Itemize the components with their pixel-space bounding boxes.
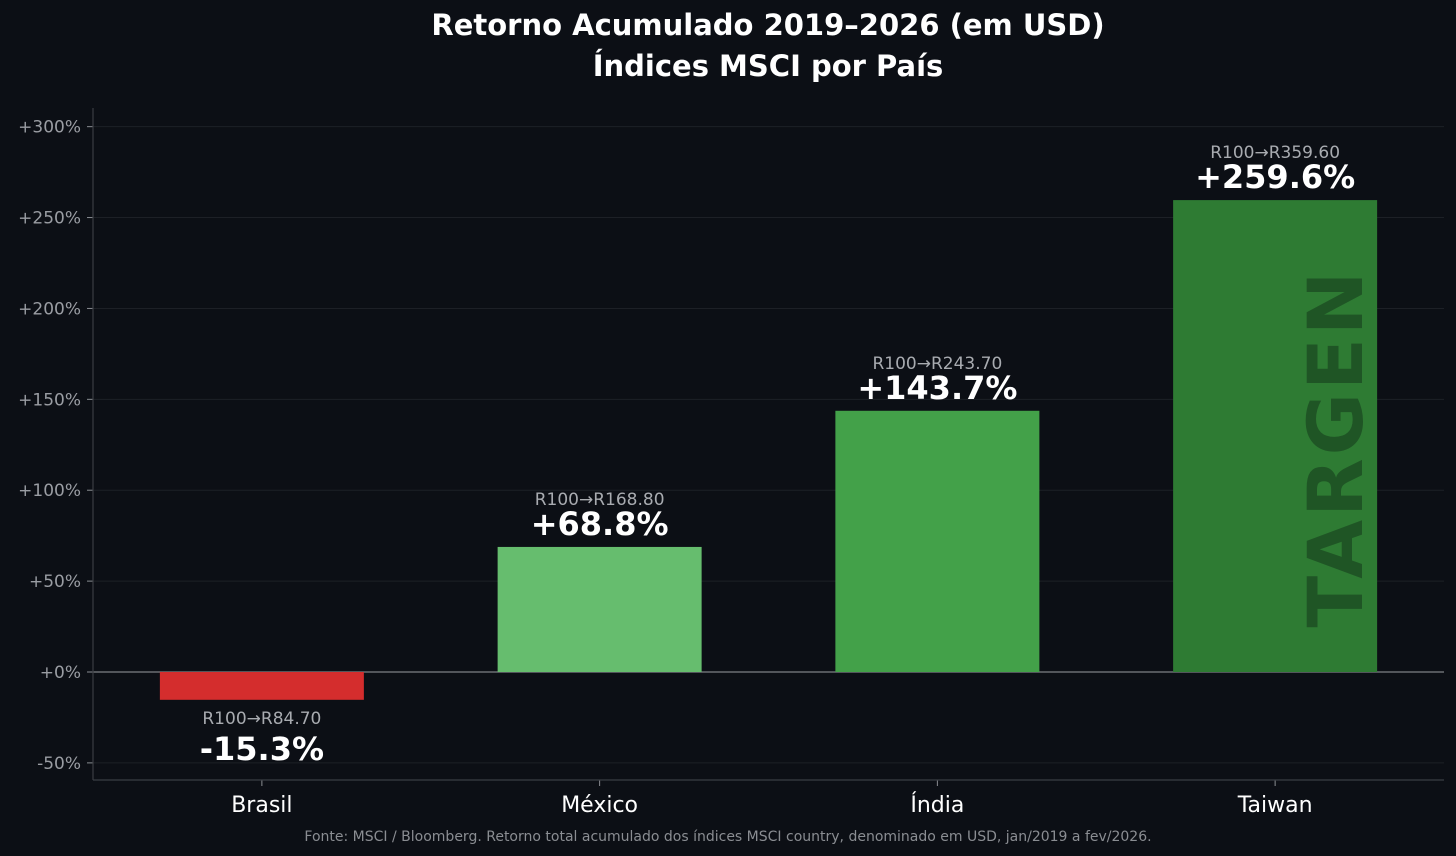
x-axis: Brasil México Índia Taiwan <box>231 780 1313 818</box>
bars: TARGEN <box>159 200 1380 700</box>
bar-sub-label: R100→R84.70 <box>202 709 321 729</box>
bar-value-label: +68.8% <box>531 505 669 543</box>
bar-value-label: +259.6% <box>1195 158 1355 196</box>
chart-subtitle: Índices MSCI por País <box>593 49 944 83</box>
y-axis: -50% +0% +50% +100% +150% +200% +250% +300% <box>18 118 93 774</box>
bar-sub-label: R100→R359.60 <box>1210 143 1340 163</box>
y-tick-label: +50% <box>29 572 81 592</box>
source-note: Fonte: MSCI / Bloomberg. Retorno total a… <box>304 829 1151 845</box>
y-tick-label: +150% <box>18 390 81 410</box>
chart-title: Retorno Acumulado 2019–2026 (em USD) <box>431 8 1104 42</box>
y-tick-label: +0% <box>40 663 81 683</box>
bar-value-label: +143.7% <box>857 369 1017 407</box>
bar-value-label: -15.3% <box>200 730 324 768</box>
watermark: TARGEN <box>1291 268 1380 627</box>
y-tick-label: +250% <box>18 209 81 229</box>
bar-1 <box>159 672 364 700</box>
x-tick-label: México <box>561 793 638 818</box>
x-tick-label: Brasil <box>231 793 292 818</box>
y-tick-label: -50% <box>37 754 81 774</box>
bar-labels: R100→R84.70-15.3% R100→R168.80+68.8% R100→… <box>200 143 1355 768</box>
x-tick-label: Índia <box>910 792 964 818</box>
x-tick-label: Taiwan <box>1237 793 1313 818</box>
y-tick-label: +300% <box>18 118 81 138</box>
bar-sub-label: R100→R243.70 <box>872 354 1002 374</box>
bar-2 <box>497 546 702 672</box>
bar-sub-label: R100→R168.80 <box>535 490 665 510</box>
y-tick-label: +200% <box>18 299 81 319</box>
bar-4 <box>1173 200 1378 672</box>
bar-3 <box>835 410 1040 672</box>
y-tick-label: +100% <box>18 481 81 501</box>
